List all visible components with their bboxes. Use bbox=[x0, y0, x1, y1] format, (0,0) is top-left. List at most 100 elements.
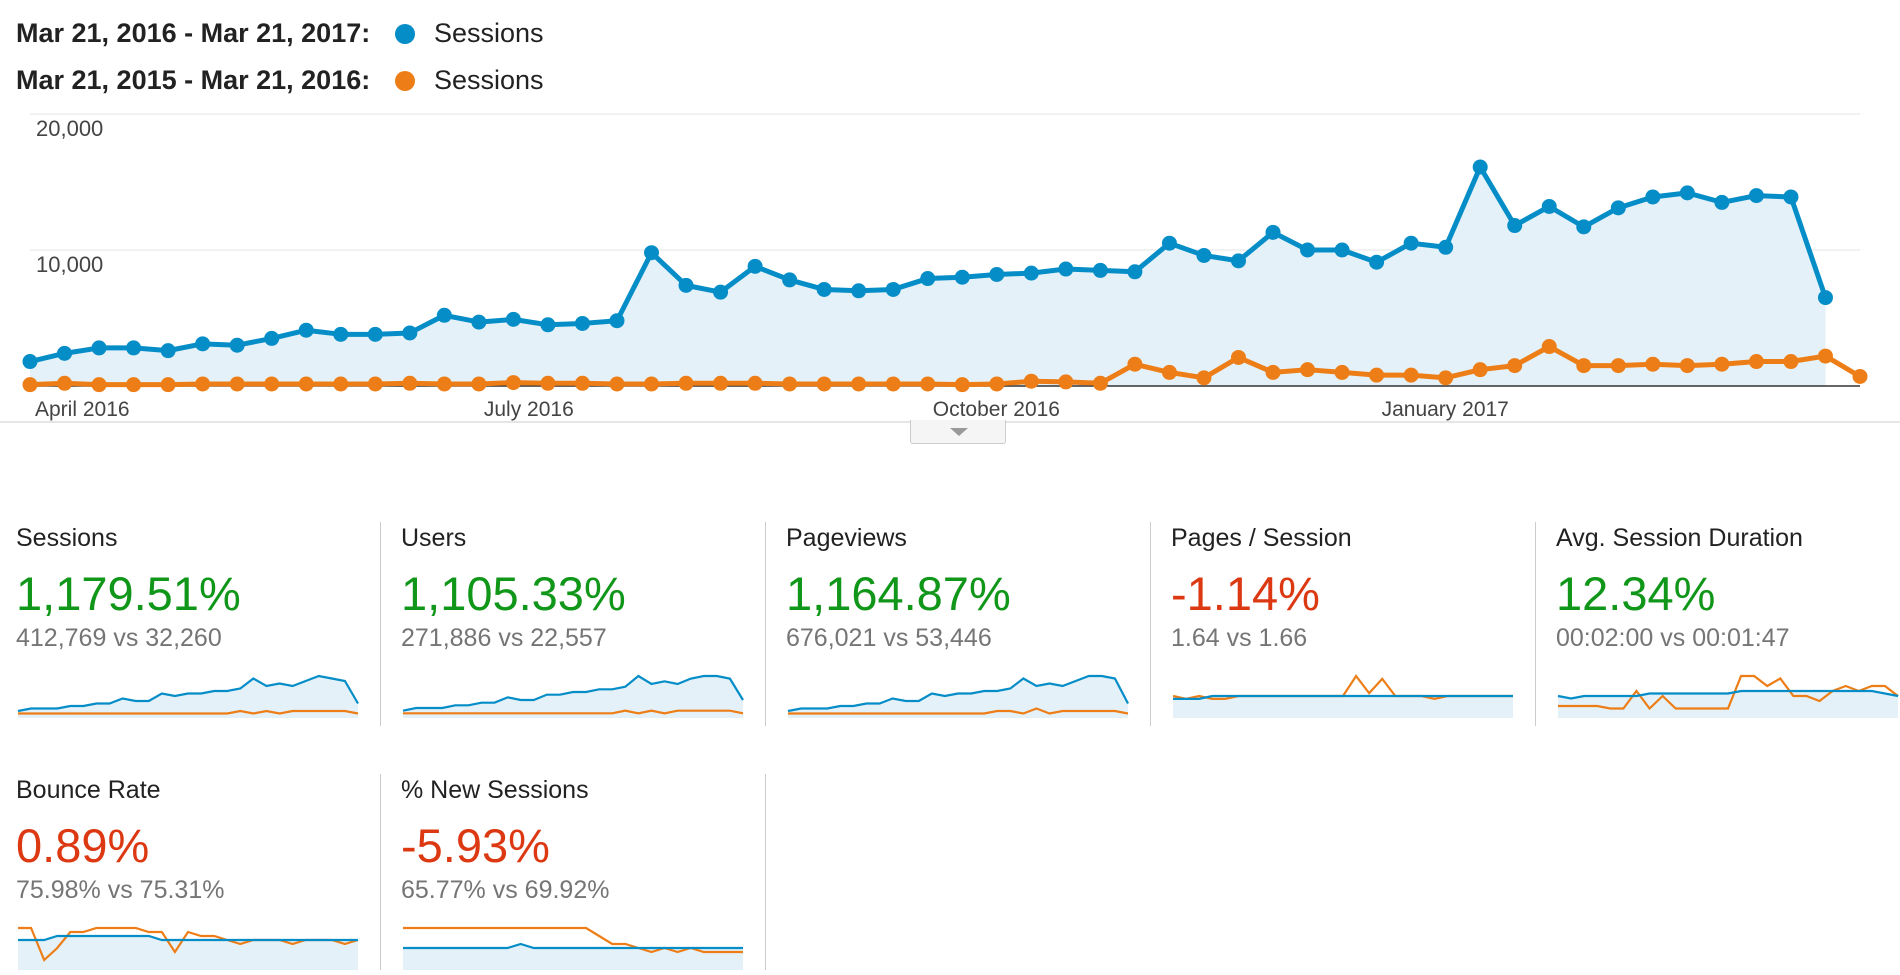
data-point-previous[interactable] bbox=[1438, 370, 1454, 386]
data-point-previous[interactable] bbox=[1645, 356, 1661, 372]
data-point-previous[interactable] bbox=[989, 376, 1005, 392]
data-point-previous[interactable] bbox=[1714, 356, 1730, 372]
data-point-previous[interactable] bbox=[574, 375, 590, 391]
metric-card-users[interactable]: Users 1,105.33% 271,886 vs 22,557 bbox=[385, 518, 755, 723]
data-point-current[interactable] bbox=[885, 281, 901, 297]
data-point-previous[interactable] bbox=[1369, 367, 1385, 383]
data-point-current[interactable] bbox=[126, 340, 142, 356]
data-point-current[interactable] bbox=[1507, 218, 1523, 234]
data-point-previous[interactable] bbox=[1541, 339, 1557, 355]
data-point-previous[interactable] bbox=[160, 377, 176, 393]
data-point-previous[interactable] bbox=[1196, 370, 1212, 386]
metric-card-sessions[interactable]: Sessions 1,179.51% 412,769 vs 32,260 bbox=[0, 518, 370, 723]
metric-card-bounce-rate[interactable]: Bounce Rate 0.89% 75.98% vs 75.31% bbox=[0, 770, 370, 975]
data-point-current[interactable] bbox=[574, 315, 590, 331]
data-point-current[interactable] bbox=[713, 284, 729, 300]
data-point-current[interactable] bbox=[229, 337, 245, 353]
data-point-current[interactable] bbox=[1714, 194, 1730, 210]
data-point-previous[interactable] bbox=[1748, 354, 1764, 370]
data-point-previous[interactable] bbox=[333, 376, 349, 392]
data-point-current[interactable] bbox=[1058, 261, 1074, 277]
data-point-previous[interactable] bbox=[298, 376, 314, 392]
data-point-current[interactable] bbox=[505, 311, 521, 327]
data-point-current[interactable] bbox=[1334, 242, 1350, 258]
data-point-previous[interactable] bbox=[920, 376, 936, 392]
data-point-current[interactable] bbox=[1196, 247, 1212, 263]
data-point-current[interactable] bbox=[1472, 159, 1488, 175]
data-point-previous[interactable] bbox=[91, 377, 107, 393]
data-point-current[interactable] bbox=[851, 283, 867, 299]
data-point-previous[interactable] bbox=[885, 376, 901, 392]
data-point-previous[interactable] bbox=[1092, 375, 1108, 391]
data-point-current[interactable] bbox=[816, 281, 832, 297]
data-point-previous[interactable] bbox=[1472, 362, 1488, 378]
data-point-previous[interactable] bbox=[195, 376, 211, 392]
data-point-previous[interactable] bbox=[1610, 358, 1626, 374]
data-point-current[interactable] bbox=[1265, 224, 1281, 240]
data-point-current[interactable] bbox=[1679, 185, 1695, 201]
data-point-current[interactable] bbox=[1783, 189, 1799, 205]
data-point-previous[interactable] bbox=[1300, 362, 1316, 378]
data-point-previous[interactable] bbox=[471, 376, 487, 392]
data-point-current[interactable] bbox=[91, 340, 107, 356]
data-point-previous[interactable] bbox=[747, 375, 763, 391]
data-point-current[interactable] bbox=[1369, 254, 1385, 270]
data-point-previous[interactable] bbox=[1265, 364, 1281, 380]
data-point-previous[interactable] bbox=[1127, 356, 1143, 372]
data-point-current[interactable] bbox=[989, 266, 1005, 282]
data-point-previous[interactable] bbox=[816, 376, 832, 392]
data-point-previous[interactable] bbox=[1817, 348, 1833, 364]
data-point-previous[interactable] bbox=[1230, 349, 1246, 365]
data-point-current[interactable] bbox=[1438, 239, 1454, 255]
data-point-previous[interactable] bbox=[57, 375, 73, 391]
data-point-current[interactable] bbox=[1541, 198, 1557, 214]
data-point-previous[interactable] bbox=[1783, 354, 1799, 370]
data-point-previous[interactable] bbox=[264, 376, 280, 392]
data-point-previous[interactable] bbox=[1576, 358, 1592, 374]
data-point-current[interactable] bbox=[1645, 189, 1661, 205]
data-point-current[interactable] bbox=[160, 343, 176, 359]
data-point-current[interactable] bbox=[1127, 264, 1143, 280]
data-point-previous[interactable] bbox=[1023, 373, 1039, 389]
data-point-previous[interactable] bbox=[1334, 364, 1350, 380]
data-point-current[interactable] bbox=[57, 345, 73, 361]
data-point-previous[interactable] bbox=[505, 375, 521, 391]
data-point-current[interactable] bbox=[1023, 265, 1039, 281]
data-point-current[interactable] bbox=[644, 245, 660, 261]
data-point-previous[interactable] bbox=[1161, 364, 1177, 380]
data-point-current[interactable] bbox=[333, 326, 349, 342]
data-point-current[interactable] bbox=[747, 258, 763, 274]
data-point-previous[interactable] bbox=[609, 376, 625, 392]
metric-card-pageviews[interactable]: Pageviews 1,164.87% 676,021 vs 53,446 bbox=[770, 518, 1140, 723]
data-point-current[interactable] bbox=[195, 336, 211, 352]
data-point-current[interactable] bbox=[1161, 235, 1177, 251]
data-point-current[interactable] bbox=[471, 314, 487, 330]
data-point-previous[interactable] bbox=[402, 375, 418, 391]
data-point-current[interactable] bbox=[954, 269, 970, 285]
data-point-current[interactable] bbox=[22, 354, 38, 370]
data-point-current[interactable] bbox=[1610, 200, 1626, 216]
data-point-current[interactable] bbox=[1817, 290, 1833, 306]
data-point-current[interactable] bbox=[1576, 219, 1592, 235]
data-point-previous[interactable] bbox=[229, 376, 245, 392]
sessions-line-chart[interactable]: 20,000 10,000 April 2016 July 2016 October 2… bbox=[0, 100, 1900, 460]
data-point-current[interactable] bbox=[609, 313, 625, 329]
data-point-previous[interactable] bbox=[1058, 374, 1074, 390]
data-point-previous[interactable] bbox=[954, 377, 970, 393]
chart-collapse-toggle[interactable] bbox=[910, 420, 1006, 444]
data-point-current[interactable] bbox=[540, 317, 556, 333]
data-point-current[interactable] bbox=[920, 271, 936, 287]
data-point-previous[interactable] bbox=[367, 376, 383, 392]
data-point-previous[interactable] bbox=[678, 375, 694, 391]
data-point-previous[interactable] bbox=[1852, 368, 1868, 384]
data-point-previous[interactable] bbox=[126, 377, 142, 393]
metric-card-pages-session[interactable]: Pages / Session -1.14% 1.64 vs 1.66 bbox=[1155, 518, 1525, 723]
data-point-previous[interactable] bbox=[713, 375, 729, 391]
data-point-current[interactable] bbox=[402, 325, 418, 341]
data-point-previous[interactable] bbox=[22, 377, 38, 393]
data-point-current[interactable] bbox=[782, 272, 798, 288]
data-point-previous[interactable] bbox=[436, 376, 452, 392]
data-point-current[interactable] bbox=[1748, 188, 1764, 204]
data-point-current[interactable] bbox=[298, 322, 314, 338]
data-point-current[interactable] bbox=[367, 326, 383, 342]
